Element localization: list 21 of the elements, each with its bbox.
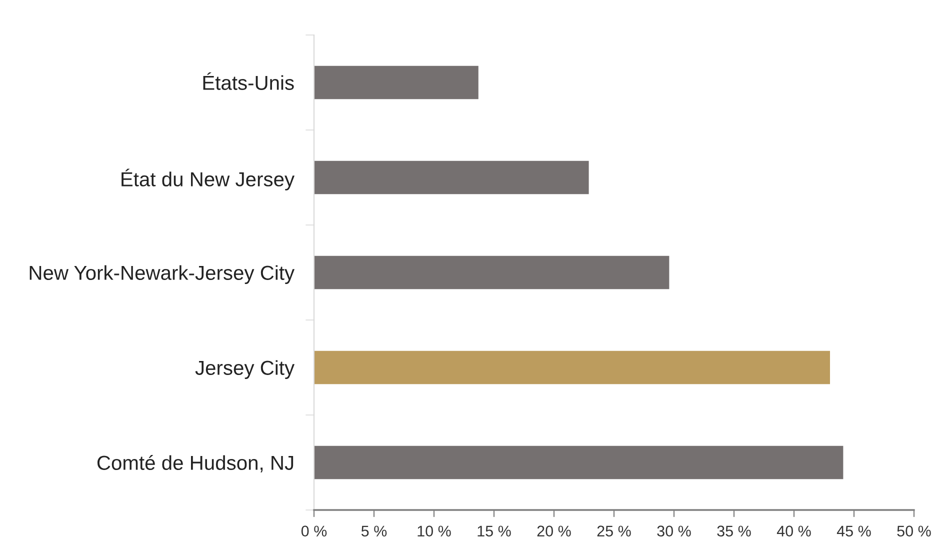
x-tick-label: 45 %	[836, 526, 871, 536]
bar	[314, 350, 830, 384]
y-tick-label: Comté de Hudson, NJ	[97, 454, 294, 472]
y-tick-label: New York-Newark-Jersey City	[30, 265, 295, 284]
x-tick-label: 50 %	[897, 526, 931, 536]
x-tick-label: 25 %	[597, 526, 631, 536]
y-tick-label: États-Unis	[203, 72, 294, 90]
x-tick-label: 40 %	[776, 526, 811, 536]
x-tick-label: 30 %	[657, 526, 691, 536]
x-tick-label: 35 %	[717, 526, 751, 536]
bar	[314, 66, 478, 100]
x-tick-label: 10 %	[418, 526, 451, 536]
bar	[314, 256, 670, 290]
x-tick-label: 0 %	[301, 526, 327, 536]
x-tick-label: 5 %	[361, 526, 387, 536]
x-tick-label: 20 %	[537, 526, 571, 536]
bar	[314, 446, 844, 480]
y-tick-label: État du New Jersey	[122, 168, 295, 190]
y-tick-label: Jersey City	[195, 360, 295, 379]
bar	[314, 160, 589, 194]
x-tick-label: 15 %	[478, 526, 511, 536]
